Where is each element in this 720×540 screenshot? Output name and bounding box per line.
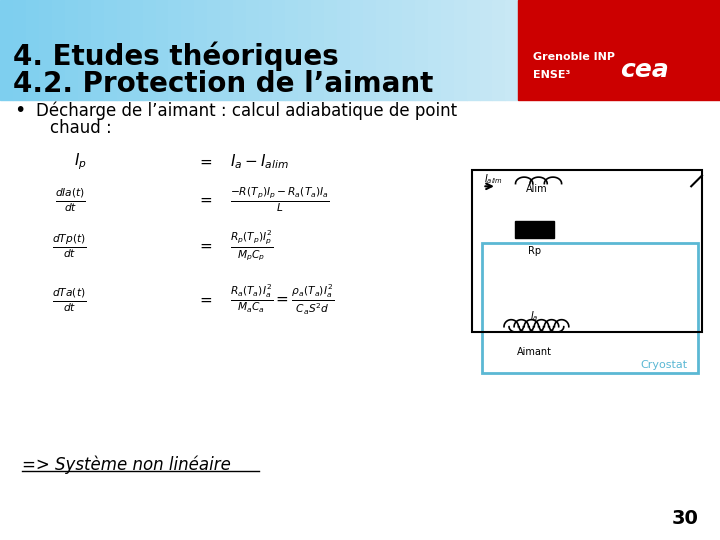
Bar	[515, 221, 554, 238]
Bar	[285, 0, 298, 100]
Bar	[104, 0, 117, 100]
Text: $I_a$: $I_a$	[530, 309, 539, 323]
Text: 4.2. Protection de l’aimant: 4.2. Protection de l’aimant	[13, 70, 433, 98]
Bar	[505, 0, 518, 100]
Text: $\frac{R_a(T_a)I_a^2}{M_a C_a} = \frac{\rho_a(T_a)I_a^2}{C_a S^2 d}$: $\frac{R_a(T_a)I_a^2}{M_a C_a} = \frac{\…	[230, 282, 335, 317]
Bar	[337, 0, 350, 100]
Text: $=$: $=$	[197, 193, 213, 207]
Bar	[181, 0, 194, 100]
Bar	[78, 0, 91, 100]
Bar	[13, 0, 26, 100]
Text: Aimant: Aimant	[517, 347, 552, 357]
Bar	[402, 0, 415, 100]
Bar	[518, 0, 720, 100]
Bar	[441, 0, 454, 100]
Text: $I_a - I_{alim}$: $I_a - I_{alim}$	[230, 153, 289, 171]
Text: $\frac{dTp(t)}{dt}$: $\frac{dTp(t)}{dt}$	[52, 232, 86, 260]
Bar	[298, 0, 311, 100]
Text: $I_{alim}$: $I_{alim}$	[484, 172, 503, 186]
Text: => Système non linéaire: => Système non linéaire	[22, 455, 230, 474]
Bar	[467, 0, 480, 100]
Bar	[168, 0, 181, 100]
Bar	[246, 0, 259, 100]
Text: chaud :: chaud :	[50, 119, 112, 137]
Bar	[259, 0, 272, 100]
Bar	[117, 0, 130, 100]
Bar	[220, 0, 233, 100]
Bar	[130, 0, 143, 100]
Bar	[428, 0, 441, 100]
Text: 30: 30	[672, 509, 698, 528]
Text: $=$: $=$	[197, 293, 213, 307]
Text: $I_p$: $I_p$	[73, 152, 86, 172]
Bar	[143, 0, 156, 100]
Text: ENSE³: ENSE³	[533, 70, 570, 79]
Bar	[389, 0, 402, 100]
Bar	[415, 0, 428, 100]
Text: $=$: $=$	[197, 239, 213, 253]
Bar	[472, 170, 702, 332]
Text: cea: cea	[620, 58, 669, 82]
Text: $=$: $=$	[197, 155, 213, 169]
Bar	[376, 0, 389, 100]
Text: 4. Etudes théoriques: 4. Etudes théoriques	[13, 42, 338, 71]
Bar	[454, 0, 467, 100]
Bar	[91, 0, 104, 100]
Text: •: •	[14, 101, 26, 120]
Bar	[492, 0, 505, 100]
Text: Grenoble INP: Grenoble INP	[533, 52, 615, 62]
Bar	[194, 0, 207, 100]
Text: $\frac{R_p(T_p)I_p^2}{M_p C_p}$: $\frac{R_p(T_p)I_p^2}{M_p C_p}$	[230, 228, 274, 263]
Bar	[233, 0, 246, 100]
Bar	[482, 243, 698, 373]
Text: Alim: Alim	[526, 184, 547, 194]
Text: $\frac{dTa(t)}{dt}$: $\frac{dTa(t)}{dt}$	[52, 286, 86, 314]
Bar	[65, 0, 78, 100]
Text: Cryostat: Cryostat	[641, 360, 688, 369]
Bar	[0, 0, 13, 100]
Bar	[26, 0, 39, 100]
Bar	[311, 0, 324, 100]
Bar	[363, 0, 376, 100]
Bar	[480, 0, 492, 100]
Bar	[350, 0, 363, 100]
Bar	[39, 0, 52, 100]
Text: $\frac{-R(T_p)I_p - R_a(T_a)I_a}{L}$: $\frac{-R(T_p)I_p - R_a(T_a)I_a}{L}$	[230, 185, 330, 214]
Text: $\frac{dIa(t)}{dt}$: $\frac{dIa(t)}{dt}$	[55, 186, 86, 214]
Bar	[324, 0, 337, 100]
Bar	[156, 0, 168, 100]
Bar	[52, 0, 65, 100]
Text: Décharge de l’aimant : calcul adiabatique de point: Décharge de l’aimant : calcul adiabatiqu…	[36, 102, 457, 120]
Bar	[207, 0, 220, 100]
Bar	[272, 0, 285, 100]
Text: Rp: Rp	[528, 246, 541, 256]
